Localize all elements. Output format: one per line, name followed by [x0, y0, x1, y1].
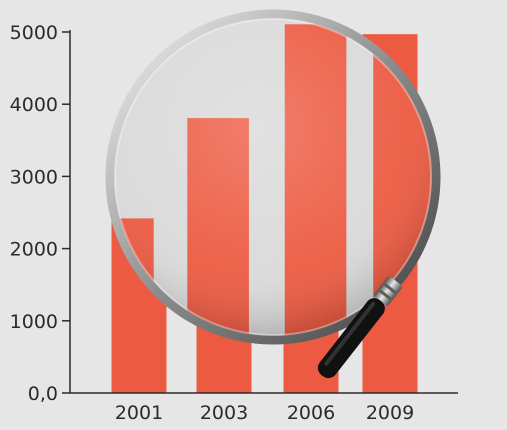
y-tick-label: 0,0	[28, 383, 58, 405]
magnifying-glass-icon	[105, 9, 441, 379]
y-tick-label: 3000	[10, 166, 58, 188]
x-tick-label: 2003	[200, 402, 248, 424]
y-tick-label: 4000	[10, 94, 58, 116]
y-tick-label: 5000	[10, 22, 58, 44]
axes: 0,0 1000 2000 3000 4000 5000 2001 2003 2006 2009	[10, 22, 458, 424]
y-tick-label: 2000	[10, 239, 58, 261]
y-tick-label: 1000	[10, 311, 58, 333]
x-tick-label: 2001	[115, 402, 163, 424]
x-tick-label: 2009	[366, 402, 414, 424]
x-tick-label: 2006	[287, 402, 335, 424]
